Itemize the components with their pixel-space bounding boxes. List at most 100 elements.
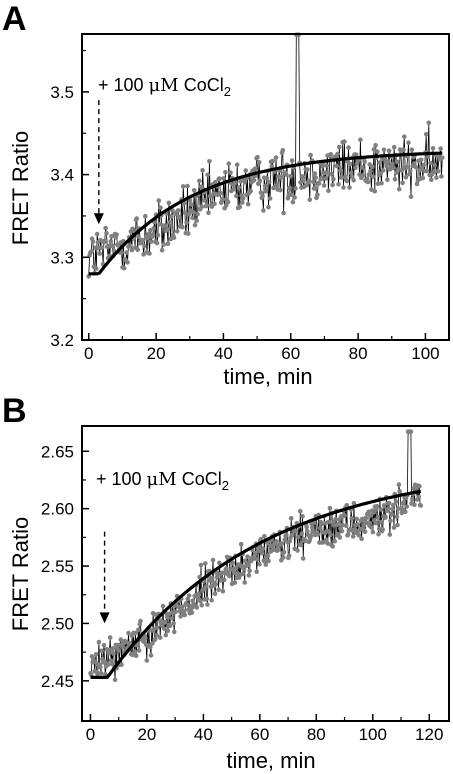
data-point <box>332 538 338 544</box>
data-point <box>233 180 238 186</box>
data-point <box>141 252 146 257</box>
x-tick-label: 40 <box>214 344 233 363</box>
data-point <box>246 573 252 578</box>
data-point <box>337 144 342 150</box>
data-point <box>243 558 248 564</box>
data-point <box>337 168 343 173</box>
data-point <box>386 506 391 511</box>
data-point <box>377 160 383 165</box>
data-point <box>349 516 355 521</box>
data-point <box>323 176 329 181</box>
data-point <box>339 174 345 180</box>
data-point <box>172 629 177 635</box>
data-point <box>116 648 121 653</box>
fit-curve <box>90 489 422 679</box>
data-point <box>266 204 271 210</box>
data-point <box>281 210 286 216</box>
data-point <box>403 509 408 515</box>
data-point <box>378 171 384 176</box>
annotation-compound: CoCl <box>179 75 224 95</box>
data-point <box>213 582 219 587</box>
data-point <box>216 587 221 592</box>
data-point <box>93 245 98 251</box>
data-point <box>418 157 424 163</box>
data-point <box>103 671 108 677</box>
data-point <box>212 201 217 206</box>
data-point <box>362 529 368 534</box>
data-point <box>108 658 114 663</box>
panel-b-series <box>88 429 424 683</box>
data-point <box>281 549 287 555</box>
data-point <box>376 532 381 537</box>
data-point <box>204 596 209 601</box>
data-point <box>312 171 318 176</box>
data-point <box>348 170 354 176</box>
data-point <box>408 429 414 435</box>
data-point <box>119 250 124 255</box>
data-point <box>303 538 308 544</box>
data-point <box>203 584 209 589</box>
data-point <box>344 503 350 508</box>
data-point <box>108 239 113 244</box>
data-point <box>110 243 115 249</box>
data-point <box>265 553 271 559</box>
data-point <box>237 204 243 210</box>
data-point <box>148 644 153 650</box>
data-point <box>220 588 226 594</box>
data-point <box>162 223 167 229</box>
data-point <box>224 566 229 571</box>
data-point <box>182 612 188 618</box>
data-point <box>426 120 432 126</box>
data-point <box>429 177 434 182</box>
data-point <box>238 541 244 547</box>
data-point <box>245 554 250 559</box>
data-point <box>298 508 303 514</box>
data-point <box>298 542 304 548</box>
data-point <box>95 671 100 677</box>
data-point <box>310 524 315 530</box>
data-point <box>242 179 248 185</box>
data-point <box>218 190 223 196</box>
data-point <box>358 137 363 143</box>
data-point <box>200 168 205 173</box>
data-point <box>173 609 178 615</box>
data-point <box>417 483 422 489</box>
data-point <box>195 211 200 217</box>
panel-b-ticks: 0 20 40 60 80 100 120 2.45 2.50 2.55 2.60 2.65 <box>41 442 444 744</box>
data-point <box>353 152 359 157</box>
data-point <box>375 149 380 154</box>
data-point <box>418 503 424 508</box>
data-point <box>197 574 202 580</box>
x-tick-label: 20 <box>137 725 156 744</box>
y-tick-label: 2.45 <box>41 672 74 691</box>
data-point <box>127 640 133 646</box>
data-point <box>310 179 316 185</box>
data-point <box>186 231 191 236</box>
data-point <box>370 529 376 535</box>
data-point <box>322 170 328 175</box>
y-tick-label: 3.4 <box>50 166 74 185</box>
data-point <box>369 525 374 530</box>
x-tick-label: 120 <box>415 725 443 744</box>
data-point <box>327 505 333 511</box>
data-point <box>191 209 196 215</box>
data-point <box>395 522 400 528</box>
data-point <box>386 159 391 164</box>
data-point <box>330 544 336 549</box>
data-point <box>161 242 167 247</box>
y-tick-label: 2.50 <box>41 614 74 633</box>
data-point <box>364 520 369 526</box>
data-point <box>396 186 402 192</box>
data-point <box>241 571 246 576</box>
data-point <box>359 536 364 542</box>
data-point <box>305 167 310 172</box>
data-point <box>370 174 376 179</box>
data-point <box>340 522 345 528</box>
data-point <box>160 603 166 609</box>
data-point <box>414 181 420 187</box>
data-point <box>124 250 129 255</box>
data-point <box>260 194 265 199</box>
data-point <box>230 560 235 565</box>
data-point <box>119 662 124 667</box>
data-point <box>335 522 341 527</box>
